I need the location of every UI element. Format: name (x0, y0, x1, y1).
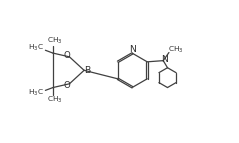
Text: CH$_3$: CH$_3$ (168, 45, 184, 55)
Text: CH$_3$: CH$_3$ (47, 36, 63, 46)
Text: O: O (63, 81, 70, 90)
Text: O: O (63, 51, 70, 60)
Text: B: B (84, 66, 90, 75)
Text: H$_3$C: H$_3$C (28, 43, 44, 53)
Text: N: N (129, 45, 136, 54)
Text: H$_3$C: H$_3$C (28, 88, 44, 98)
Text: N: N (161, 55, 168, 64)
Text: CH$_3$: CH$_3$ (47, 95, 63, 105)
